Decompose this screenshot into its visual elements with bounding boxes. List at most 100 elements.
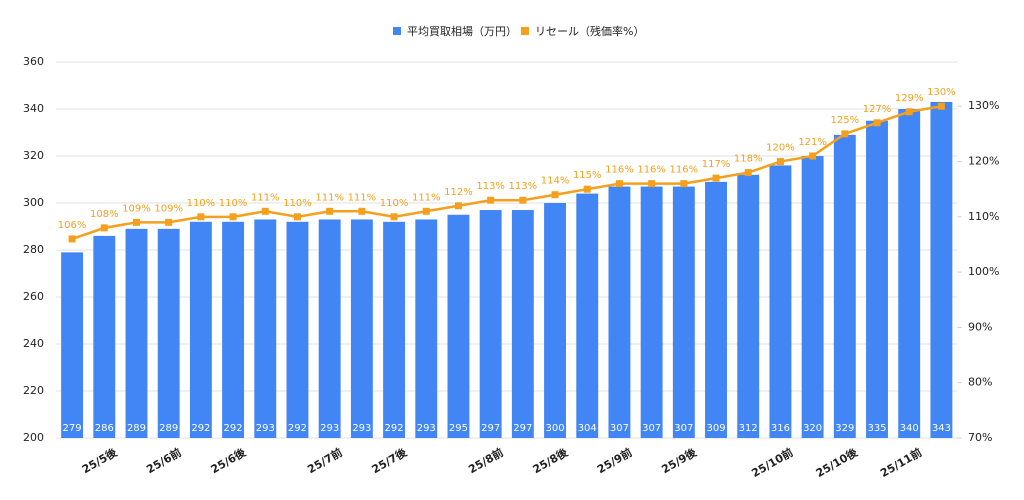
- line-marker: [841, 130, 849, 138]
- line-value-label: 115%: [573, 170, 602, 181]
- bar-value-label: 297: [513, 423, 532, 434]
- bar-value-label: 293: [352, 423, 371, 434]
- line-value-label: 111%: [348, 192, 377, 203]
- line-value-label: 116%: [637, 165, 666, 176]
- y2-tick-label: 70%: [968, 431, 992, 444]
- line-value-label: 120%: [766, 143, 795, 154]
- bar-value-label: 309: [706, 423, 725, 434]
- line-marker: [68, 235, 76, 243]
- line-marker: [454, 202, 462, 210]
- line-value-label: 129%: [895, 93, 924, 104]
- line-value-label: 110%: [380, 198, 409, 209]
- line-marker: [809, 152, 817, 160]
- line-marker: [551, 191, 559, 199]
- line-value-label: 112%: [444, 187, 473, 198]
- bar: [511, 210, 534, 438]
- bar: [125, 228, 148, 438]
- bar: [157, 228, 180, 438]
- line-value-label: 117%: [702, 159, 731, 170]
- bar-value-label: 300: [545, 423, 564, 434]
- x-tick-label: 25/6前: [144, 445, 184, 476]
- line-value-label: 111%: [251, 192, 280, 203]
- y-tick-label: 320: [23, 149, 44, 162]
- y-tick-label: 200: [23, 431, 44, 444]
- x-tick-label: 25/7後: [369, 445, 410, 477]
- bar: [350, 219, 373, 438]
- line-value-label: 110%: [283, 198, 312, 209]
- bar: [930, 101, 953, 438]
- line-marker: [358, 207, 366, 215]
- line-marker: [229, 213, 237, 221]
- bar-value-label: 293: [320, 423, 339, 434]
- bar-value-label: 293: [417, 423, 436, 434]
- bar-value-label: 292: [385, 423, 404, 434]
- bar-value-label: 292: [288, 423, 307, 434]
- line-value-label: 111%: [315, 192, 344, 203]
- bar-value-label: 304: [578, 423, 597, 434]
- bar: [898, 109, 921, 438]
- y-tick-label: 340: [23, 102, 44, 115]
- y2-tick-label: 90%: [968, 320, 992, 333]
- bar: [705, 181, 727, 438]
- bar-value-label: 279: [63, 423, 82, 434]
- x-tick-label: 25/11前: [878, 445, 925, 480]
- bar-value-label: 295: [449, 423, 468, 434]
- line-value-label: 121%: [798, 137, 827, 148]
- line-marker: [390, 213, 398, 221]
- line-value-label: 109%: [122, 203, 151, 214]
- bar: [801, 156, 824, 438]
- bar-value-label: 329: [835, 423, 854, 434]
- bar: [608, 186, 631, 438]
- y-tick-label: 360: [23, 55, 44, 68]
- bar: [576, 193, 599, 438]
- bar-value-label: 340: [900, 423, 919, 434]
- bar-value-label: 320: [803, 423, 822, 434]
- line-value-label: 118%: [734, 154, 763, 165]
- legend-label: リセール（残価率%）: [535, 24, 644, 38]
- line-marker: [937, 102, 945, 110]
- line-marker: [326, 207, 334, 215]
- line-marker: [100, 224, 108, 232]
- line-value-label: 125%: [831, 115, 860, 126]
- bar: [737, 174, 760, 439]
- bar-value-label: 289: [159, 423, 178, 434]
- bar-value-label: 316: [771, 423, 790, 434]
- line-marker: [519, 196, 527, 204]
- bar: [672, 186, 695, 438]
- y2-tick-label: 100%: [968, 265, 999, 278]
- bar-value-label: 286: [95, 423, 114, 434]
- x-tick-label: 25/6後: [208, 445, 249, 477]
- bar: [222, 221, 245, 438]
- line-value-label: 111%: [412, 192, 441, 203]
- bar-value-label: 293: [256, 423, 275, 434]
- y-tick-label: 260: [23, 290, 44, 303]
- bar: [93, 235, 116, 438]
- bar-value-label: 307: [642, 423, 661, 434]
- line-marker: [583, 185, 591, 193]
- line-value-label: 106%: [58, 220, 87, 231]
- line-marker: [197, 213, 205, 221]
- line-value-label: 116%: [670, 165, 699, 176]
- y-tick-label: 240: [23, 337, 44, 350]
- bar: [769, 165, 792, 438]
- bar: [833, 134, 856, 438]
- line-value-label: 109%: [154, 203, 183, 214]
- legend-label: 平均買取相場（万円）: [407, 25, 517, 38]
- line-value-label: 110%: [219, 198, 248, 209]
- legend-swatch: [393, 27, 401, 35]
- legend-swatch: [521, 27, 529, 35]
- bar: [447, 214, 470, 438]
- legend: 平均買取相場（万円） リセール（残価率%）: [393, 24, 644, 38]
- line-value-label: 116%: [605, 165, 634, 176]
- bar: [866, 120, 888, 438]
- bar: [61, 252, 84, 438]
- line-marker: [905, 108, 913, 116]
- x-tick-label: 25/10前: [749, 445, 796, 480]
- line-value-label: 110%: [187, 198, 216, 209]
- bar-value-label: 292: [191, 423, 210, 434]
- x-tick-label: 25/10後: [813, 445, 860, 480]
- y2-tick-label: 120%: [968, 155, 999, 168]
- line-marker: [712, 174, 720, 182]
- y2-tick-label: 130%: [968, 99, 999, 112]
- bar: [415, 219, 438, 438]
